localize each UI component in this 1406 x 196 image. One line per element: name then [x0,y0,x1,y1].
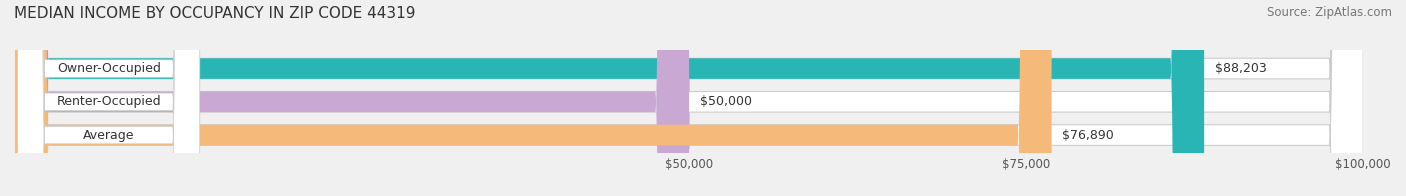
Text: Owner-Occupied: Owner-Occupied [56,62,160,75]
FancyBboxPatch shape [15,0,1052,196]
Text: Renter-Occupied: Renter-Occupied [56,95,162,108]
Text: $50,000: $50,000 [700,95,752,108]
FancyBboxPatch shape [18,0,200,196]
FancyBboxPatch shape [15,0,1364,196]
FancyBboxPatch shape [15,0,1364,196]
Text: $76,890: $76,890 [1063,129,1114,142]
Text: MEDIAN INCOME BY OCCUPANCY IN ZIP CODE 44319: MEDIAN INCOME BY OCCUPANCY IN ZIP CODE 4… [14,6,416,21]
FancyBboxPatch shape [18,0,200,196]
FancyBboxPatch shape [15,0,1204,196]
FancyBboxPatch shape [15,0,689,196]
Text: Average: Average [83,129,135,142]
FancyBboxPatch shape [18,0,200,196]
Text: $88,203: $88,203 [1215,62,1267,75]
Text: Source: ZipAtlas.com: Source: ZipAtlas.com [1267,6,1392,19]
FancyBboxPatch shape [15,0,1364,196]
